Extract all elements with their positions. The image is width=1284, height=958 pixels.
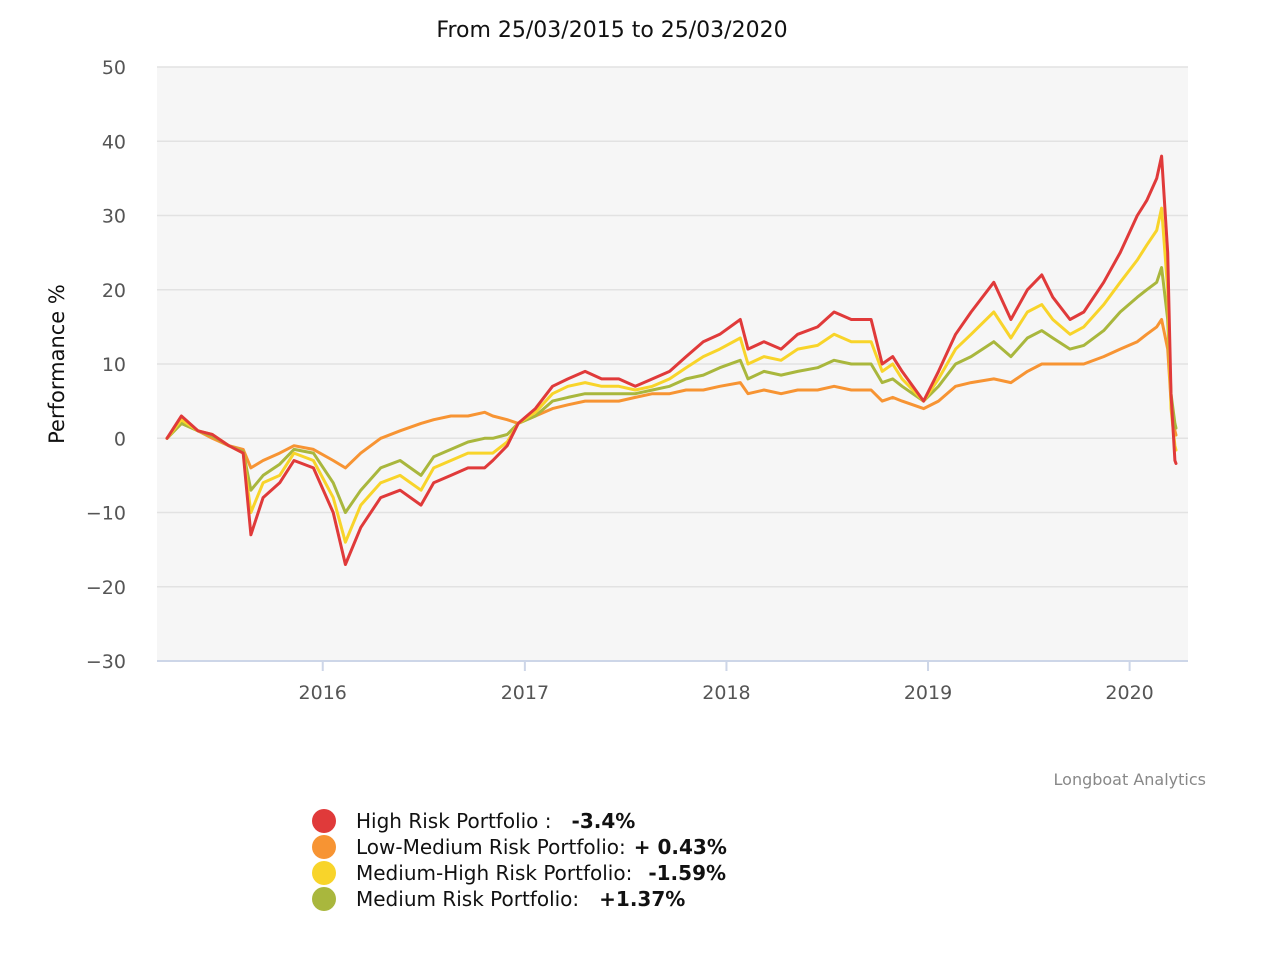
legend: High Risk Portfolio : -3.4% Low-Medium R…: [312, 808, 727, 912]
gridlines: [157, 66, 1188, 588]
legend-value: -3.4%: [571, 809, 636, 833]
series-layer: [165, 154, 1178, 566]
y-tick-label: −30: [86, 651, 126, 673]
legend-dot-medium-high-risk: [312, 861, 336, 885]
legend-item-low-medium-risk[interactable]: Low-Medium Risk Portfolio: + 0.43%: [312, 834, 727, 860]
series-line-0[interactable]: [165, 154, 1178, 566]
series-line-3[interactable]: [165, 266, 1178, 514]
y-axis: 50 40 30 20 10 0 −10 −20 −30: [86, 57, 126, 673]
y-tick-label: 20: [102, 280, 126, 302]
y-tick-label: 50: [102, 57, 126, 79]
chart-title: From 25/03/2015 to 25/03/2020: [436, 18, 787, 43]
y-tick-label: −10: [86, 503, 126, 525]
legend-item-medium-risk[interactable]: Medium Risk Portfolio: +1.37%: [312, 886, 727, 912]
y-tick-label: 10: [102, 354, 126, 376]
legend-value: +1.37%: [599, 887, 686, 911]
series-line-2[interactable]: [165, 206, 1178, 544]
legend-value: -1.59%: [648, 861, 727, 885]
x-tick-label: 2016: [299, 682, 347, 704]
legend-item-medium-high-risk[interactable]: Medium-High Risk Portfolio: -1.59%: [312, 860, 727, 886]
credit-label[interactable]: Longboat Analytics: [1054, 770, 1206, 789]
x-tick-label: 2017: [501, 682, 549, 704]
y-tick-label: 0: [114, 428, 126, 450]
legend-dot-low-medium-risk: [312, 835, 336, 859]
series-line-1[interactable]: [165, 318, 1178, 470]
legend-label: High Risk Portfolio :: [356, 809, 552, 833]
x-tick-label: 2020: [1105, 682, 1153, 704]
y-axis-title: Performance %: [45, 284, 69, 444]
legend-label: Medium Risk Portfolio:: [356, 887, 580, 911]
x-tick-label: 2018: [702, 682, 750, 704]
legend-label: Low-Medium Risk Portfolio:: [356, 835, 626, 859]
legend-item-high-risk[interactable]: High Risk Portfolio : -3.4%: [312, 808, 727, 834]
y-tick-label: −20: [86, 577, 126, 599]
x-tick-label: 2019: [904, 682, 952, 704]
legend-value: + 0.43%: [633, 835, 727, 859]
x-axis: 2016 2017 2018 2019 2020: [299, 661, 1154, 704]
legend-dot-medium-risk: [312, 887, 336, 911]
y-tick-label: 40: [102, 131, 126, 153]
y-tick-label: 30: [102, 206, 126, 228]
legend-dot-high-risk: [312, 809, 336, 833]
legend-label: Medium-High Risk Portfolio:: [356, 861, 633, 885]
